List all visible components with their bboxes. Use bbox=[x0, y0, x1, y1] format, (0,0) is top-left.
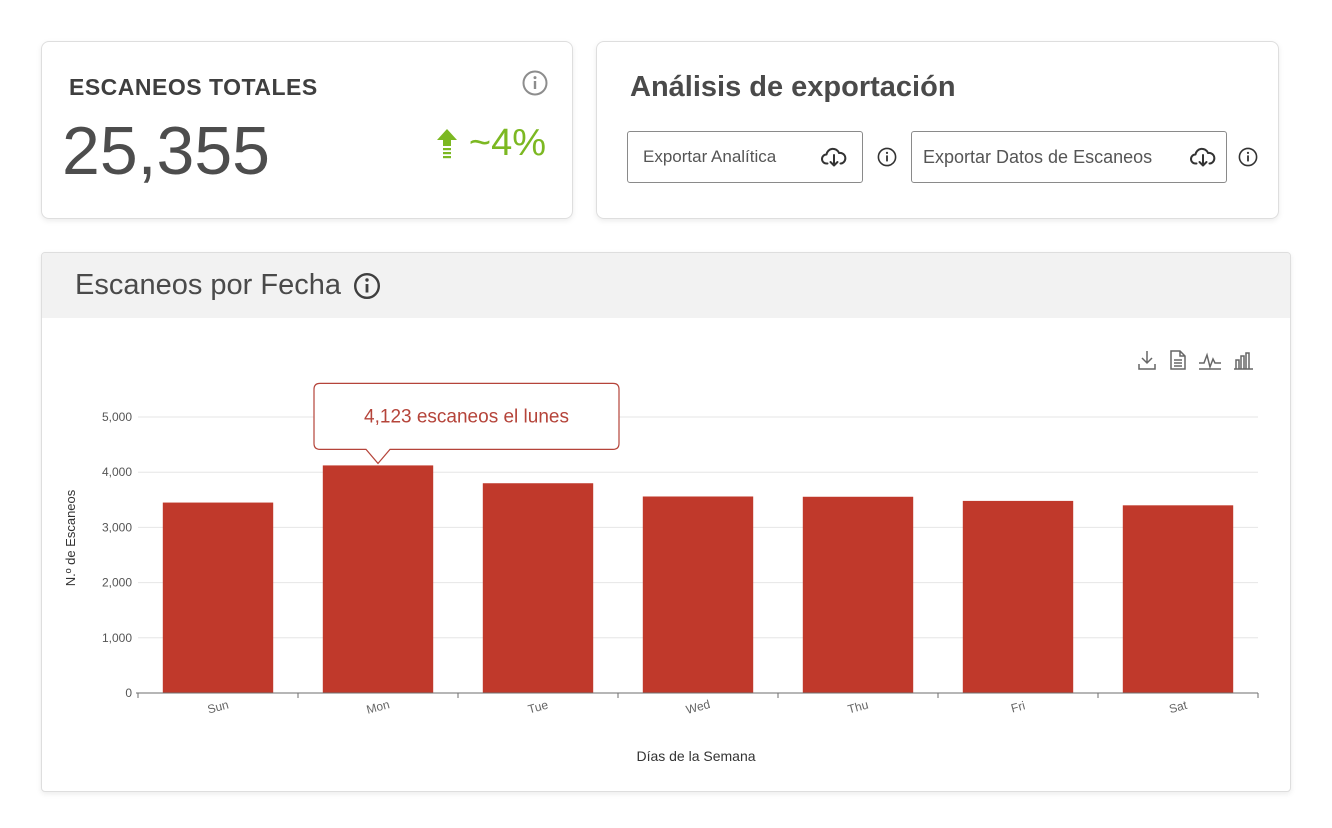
total-scans-value: 25,355 bbox=[62, 113, 270, 189]
bar-wed[interactable] bbox=[642, 496, 754, 693]
data-view-icon[interactable] bbox=[1168, 349, 1188, 371]
chart-title: Escaneos por Fecha bbox=[75, 269, 341, 301]
bar-sun[interactable] bbox=[162, 502, 274, 693]
trend-up-arrow-icon bbox=[436, 128, 457, 158]
y-tick-label: 5,000 bbox=[102, 410, 132, 424]
x-tick-label: Thu bbox=[846, 698, 870, 717]
scans-by-date-card: 0 1,000 2,000 3,000 4,000 5,000 Sun Mon Tue Wed Th… bbox=[41, 252, 1291, 792]
line-chart-icon[interactable] bbox=[1198, 349, 1222, 371]
bar-thu[interactable] bbox=[802, 496, 914, 693]
total-scans-title: ESCANEOS TOTALES bbox=[69, 74, 318, 100]
export-analytics-label: Exportar Analítica bbox=[643, 147, 777, 166]
x-tick-label: Wed bbox=[684, 697, 711, 717]
bar-fri[interactable] bbox=[962, 500, 1074, 693]
x-tick-label: Sat bbox=[1167, 698, 1189, 716]
trend-value: ~4% bbox=[468, 122, 546, 164]
y-axis-title: N.º de Escaneos bbox=[63, 489, 78, 586]
info-circle-icon[interactable] bbox=[877, 147, 897, 172]
bar-tue[interactable] bbox=[482, 483, 594, 693]
trend-indicator: ~4% bbox=[436, 122, 546, 165]
export-analysis-card: Análisis de exportación Exportar Analíti… bbox=[596, 41, 1279, 219]
download-icon[interactable] bbox=[1136, 349, 1158, 371]
y-tick-label: 3,000 bbox=[102, 520, 132, 534]
cloud-download-icon bbox=[821, 147, 847, 167]
chart-header: Escaneos por Fecha bbox=[42, 253, 1290, 318]
export-scans-data-label: Exportar Datos de Escaneos bbox=[923, 146, 1153, 167]
total-scans-card: ESCANEOS TOTALES 25,355 ~4% bbox=[41, 41, 573, 219]
tooltip-text: 4,123 escaneos el lunes bbox=[364, 406, 569, 427]
x-tick-label: Mon bbox=[365, 697, 391, 717]
y-tick-label: 2,000 bbox=[102, 576, 132, 590]
info-circle-icon[interactable] bbox=[1238, 147, 1258, 172]
y-tick-label: 1,000 bbox=[102, 631, 132, 645]
scans-bar-chart: 0 1,000 2,000 3,000 4,000 5,000 Sun Mon Tue Wed Th… bbox=[63, 349, 1259, 764]
bar-sat[interactable] bbox=[1122, 505, 1234, 693]
tooltip-box bbox=[313, 382, 620, 465]
x-tick-label: Sun bbox=[206, 697, 230, 716]
y-tick-label: 0 bbox=[125, 686, 132, 700]
info-circle-icon[interactable] bbox=[522, 70, 548, 101]
bar-chart-icon[interactable] bbox=[1232, 349, 1254, 371]
y-tick-label: 4,000 bbox=[102, 465, 132, 479]
info-circle-icon[interactable] bbox=[353, 272, 381, 300]
x-tick-label: Fri bbox=[1009, 698, 1026, 715]
export-title: Análisis de exportación bbox=[630, 71, 956, 103]
export-analytics-button[interactable]: Exportar Analítica bbox=[627, 131, 863, 183]
bar-mon[interactable] bbox=[322, 465, 434, 693]
cloud-download-icon bbox=[1190, 147, 1216, 167]
x-tick-label: Tue bbox=[526, 698, 549, 717]
x-axis-title: Días de la Semana bbox=[636, 748, 755, 764]
export-scans-data-button[interactable]: Exportar Datos de Escaneos bbox=[911, 131, 1227, 183]
